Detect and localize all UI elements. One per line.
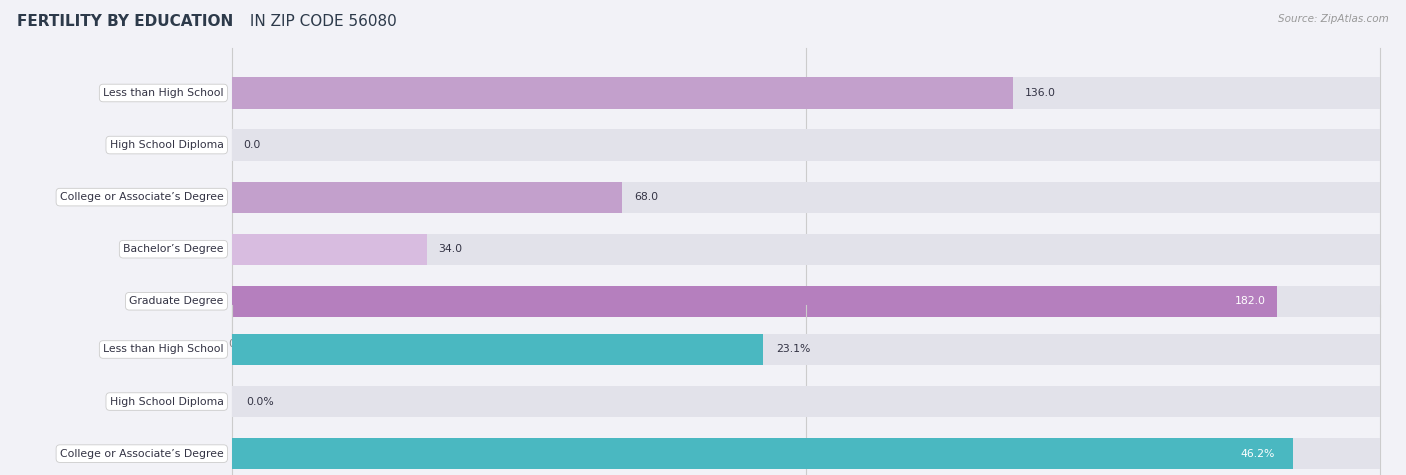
Bar — [232, 334, 1381, 365]
Text: Graduate Degree: Graduate Degree — [129, 296, 224, 306]
Bar — [232, 438, 1294, 469]
Text: 23.1%: 23.1% — [776, 344, 811, 354]
Text: 0.0%: 0.0% — [246, 397, 274, 407]
Bar — [232, 334, 762, 365]
Bar — [232, 386, 1381, 417]
Bar — [232, 234, 1381, 265]
Text: College or Associate’s Degree: College or Associate’s Degree — [60, 192, 224, 202]
Text: 34.0: 34.0 — [439, 244, 463, 254]
Text: High School Diploma: High School Diploma — [110, 397, 224, 407]
Bar — [232, 285, 1381, 317]
Text: Less than High School: Less than High School — [103, 344, 224, 354]
Text: Bachelor’s Degree: Bachelor’s Degree — [124, 244, 224, 254]
Text: IN ZIP CODE 56080: IN ZIP CODE 56080 — [245, 14, 396, 29]
Text: 68.0: 68.0 — [634, 192, 658, 202]
Bar — [232, 285, 1277, 317]
Text: Less than High School: Less than High School — [103, 88, 224, 98]
Text: High School Diploma: High School Diploma — [110, 140, 224, 150]
Bar — [232, 234, 427, 265]
Bar — [232, 129, 1381, 161]
Bar — [232, 77, 1381, 109]
Bar — [232, 181, 623, 213]
Bar — [232, 438, 1381, 469]
Text: FERTILITY BY EDUCATION: FERTILITY BY EDUCATION — [17, 14, 233, 29]
Text: 182.0: 182.0 — [1234, 296, 1265, 306]
Text: 0.0: 0.0 — [243, 140, 262, 150]
Bar — [232, 77, 1012, 109]
Text: College or Associate’s Degree: College or Associate’s Degree — [60, 448, 224, 459]
Bar — [232, 181, 1381, 213]
Text: 46.2%: 46.2% — [1240, 448, 1275, 459]
Text: 136.0: 136.0 — [1025, 88, 1056, 98]
Text: Source: ZipAtlas.com: Source: ZipAtlas.com — [1278, 14, 1389, 24]
